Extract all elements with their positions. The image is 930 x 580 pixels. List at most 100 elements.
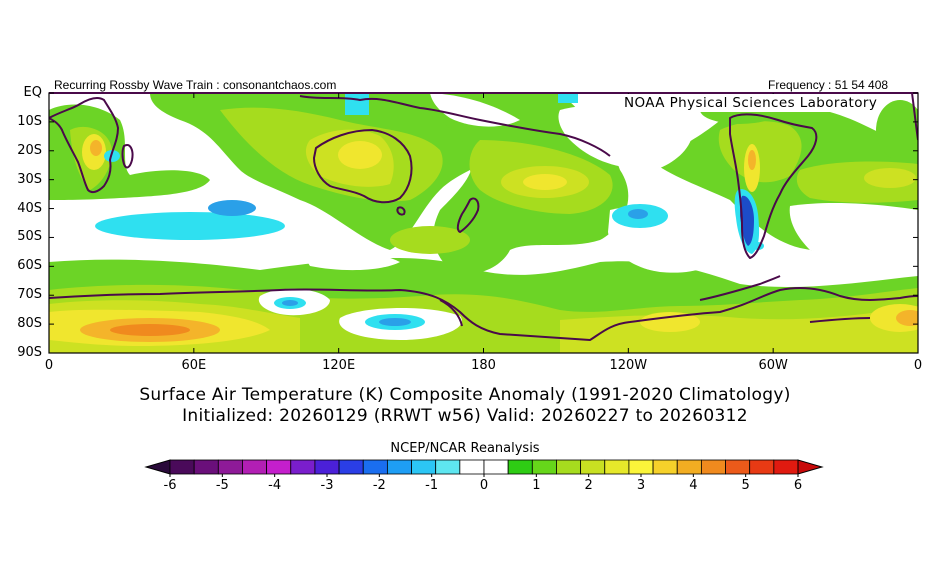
latitude-label: 70S: [17, 287, 42, 303]
coastline-tasmania: [396, 206, 406, 216]
shade-green-eq-east: [876, 100, 918, 160]
shade-blue-antarctic-2: [379, 318, 411, 326]
longitude-label: 0: [913, 358, 923, 373]
shade-white-atlantic: [558, 104, 693, 169]
shade-yellow-south-mid: [640, 312, 700, 332]
header-left: Recurring Rossby Wave Train : consonantc…: [54, 78, 337, 92]
colorbar-tick-label: -4: [268, 478, 282, 493]
shade-yellow-australia: [338, 141, 382, 169]
latitude-label: EQ: [23, 85, 42, 100]
shade-yellow-pacific: [523, 174, 567, 190]
latitude-label: 60S: [17, 258, 42, 274]
colorbar-swatch: [483, 459, 509, 475]
colorbar-swatch: [290, 459, 316, 475]
colorbar-tick-label: 4: [689, 478, 698, 493]
latitude-ticks: [49, 92, 918, 354]
colorbar-swatch: [531, 459, 557, 475]
colorbar-tick-label: -1: [425, 478, 439, 493]
colorbar-swatch: [386, 459, 412, 475]
shade-orange-africa: [90, 140, 102, 156]
colorbar-tick-label: -2: [372, 478, 386, 493]
longitude-label: 120W: [609, 358, 648, 373]
latitude-label: 30S: [17, 171, 42, 187]
shade-white-south-atlantic: [789, 203, 918, 262]
colorbar-swatch: [773, 459, 799, 475]
colorbar-tick-label: 6: [793, 478, 803, 493]
header-right: Frequency : 51 54 408: [768, 78, 889, 92]
colorbar-tick-label: 3: [636, 478, 646, 493]
colorbar-swatch: [725, 459, 751, 475]
longitude-label: 0: [44, 358, 54, 373]
longitude-label: 60W: [758, 358, 788, 373]
colorbar-swatch: [628, 459, 654, 475]
colorbar-tick-label: 0: [479, 478, 489, 493]
latitude-label: 40S: [17, 200, 42, 216]
coastline-samerica: [729, 113, 818, 259]
shade-blue-pacific: [628, 209, 648, 219]
colorbar-swatch: [435, 459, 461, 475]
colorbar-tick-label: 5: [741, 478, 750, 493]
coastline-ice-shelf-1: [439, 299, 463, 327]
shade-darkorange-south: [110, 324, 190, 336]
colorbar-swatch: [676, 459, 702, 475]
colorbar-swatch: [362, 459, 388, 475]
colorbar-swatch: [411, 459, 437, 475]
shade-white-indian-south: [300, 248, 400, 271]
colorbar-arrow-left: [144, 459, 171, 475]
longitude-label: 180: [471, 358, 496, 373]
colorbar-tick-label: -3: [320, 478, 334, 493]
coastlines: [49, 93, 918, 341]
shade-orange-samerica: [748, 150, 756, 170]
colorbar-swatch: [169, 459, 195, 475]
shade-blue-indian-2: [208, 200, 256, 216]
colorbar-tick-label: 1: [532, 478, 541, 493]
colorbar-swatch: [217, 459, 243, 475]
colorbar-tick-label: -5: [215, 478, 229, 493]
colorbar-swatch: [749, 459, 775, 475]
colorbar-swatch: [459, 459, 485, 475]
colorbar-arrow-right: [797, 459, 824, 475]
coastline-ice-shelf-2: [809, 317, 871, 323]
title-line-1: Surface Air Temperature (K) Composite An…: [139, 385, 791, 405]
latitude-label: 10S: [17, 113, 42, 129]
shade-cyan-eq-1: [558, 93, 578, 103]
colorbar-swatch: [338, 459, 364, 475]
coastline-australia: [313, 129, 413, 204]
latitude-label: 80S: [17, 316, 42, 332]
colorbar-swatch: [652, 459, 678, 475]
shade-cyan-indian-2: [95, 212, 285, 240]
shade-lightgreen-tasman: [390, 226, 470, 254]
colorbar-tick-label: 2: [584, 478, 593, 493]
shade-cyan-eq-2: [345, 93, 369, 115]
colorbar-swatch: [604, 459, 630, 475]
coastline-maritime: [299, 95, 611, 157]
shade-yellowgreen-atlantic: [864, 168, 916, 188]
coastline-africa: [49, 96, 119, 194]
colorbar-label: NCEP/NCAR Reanalysis: [390, 441, 540, 456]
colorbar-swatch: [580, 459, 606, 475]
latitude-label: 50S: [17, 229, 42, 245]
shade-white-north-pacific: [430, 93, 520, 127]
longitude-label: 60E: [181, 358, 207, 373]
longitude-label: 120E: [322, 358, 356, 373]
title-line-2: Initialized: 20260129 (RRWT w56) Valid: …: [182, 406, 748, 426]
colorbar-swatch: [193, 459, 219, 475]
shade-orange-south-east: [896, 310, 918, 326]
coastline-antarctica: [49, 287, 918, 341]
coastline-madagascar: [121, 144, 134, 169]
colorbar-swatch: [314, 459, 340, 475]
coastline-antarctic-peninsula: [699, 275, 781, 301]
colorbar-swatch: [242, 459, 268, 475]
shade-blue-samerica: [740, 195, 754, 246]
colorbar-swatch: [700, 459, 726, 475]
colorbar-swatch: [266, 459, 292, 475]
latitude-label: 90S: [17, 345, 42, 360]
anomaly-field: [49, 93, 918, 353]
colorbar-swatch: [507, 459, 533, 475]
colorbar: [144, 459, 824, 477]
latitude-label: 20S: [17, 142, 42, 158]
shade-lightgreen-samerica: [718, 121, 802, 183]
lab-label: NOAA Physical Sciences Laboratory: [620, 94, 882, 112]
shade-blue-antarctic-1: [282, 300, 298, 306]
